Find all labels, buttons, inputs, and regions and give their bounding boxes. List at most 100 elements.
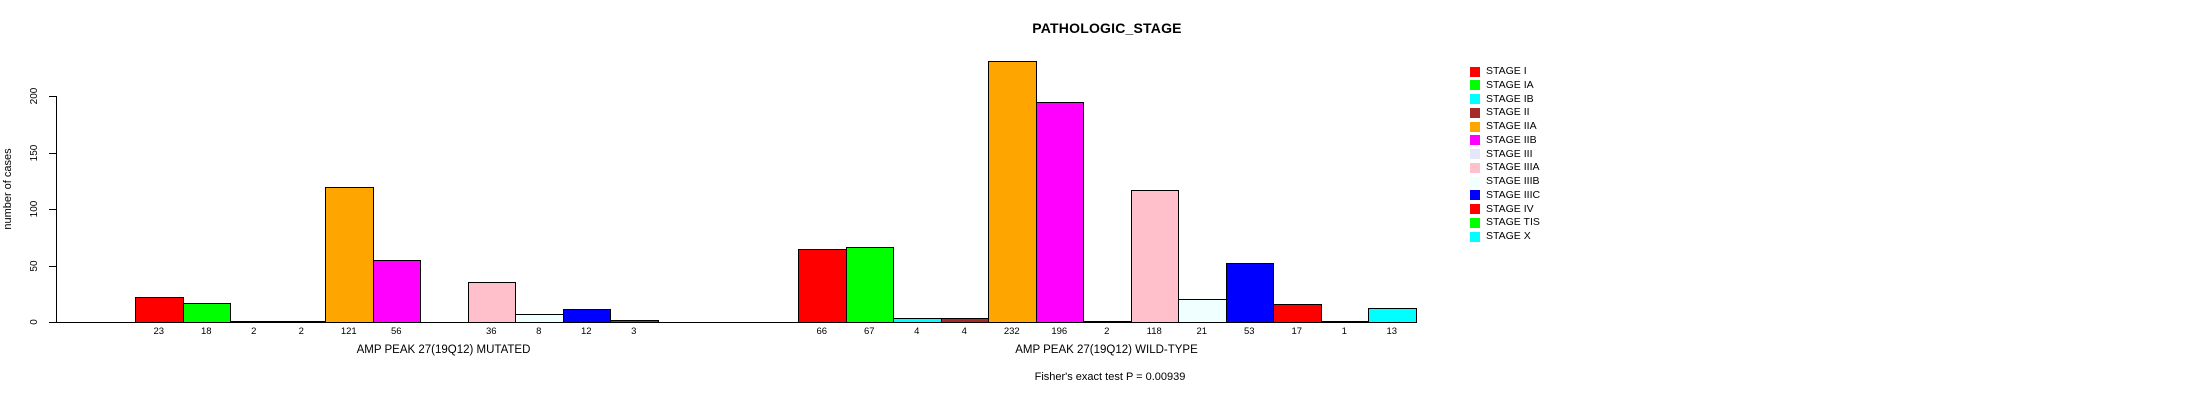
bar-stage-iib (372, 259, 421, 323)
y-tick (49, 265, 56, 267)
bar-value-label: 56 (390, 325, 402, 337)
legend-label: STAGE IB (1486, 92, 1534, 105)
bar-stage-ii (940, 318, 989, 323)
bar-stage-ib (893, 318, 942, 323)
legend-label: STAGE III (1486, 147, 1533, 160)
bar-stage-iiia (467, 282, 516, 323)
legend-item: STAGE IV (1470, 202, 1580, 215)
bar-value-label: 21 (1196, 325, 1208, 337)
bar-stage-tis (1320, 321, 1369, 323)
bar-stage-iiib (1178, 299, 1227, 323)
y-tick-label: 50 (29, 260, 40, 272)
bar-stage-ia (182, 302, 231, 323)
bar-value-label: 121 (340, 325, 357, 337)
bar-value-label: 1 (1341, 325, 1347, 337)
y-tick-label: 100 (29, 200, 40, 218)
bar-stage-iiic (1225, 263, 1274, 323)
legend-label: STAGE I (1486, 65, 1527, 77)
legend-item: STAGE TIS (1470, 217, 1580, 228)
bar-stage-iiic (562, 309, 611, 323)
bar-stage-ib (230, 320, 279, 323)
y-tick (49, 209, 56, 211)
legend-swatch (1470, 204, 1480, 214)
y-tick-label: 200 (29, 88, 40, 105)
bar-stage-iib (1035, 101, 1084, 323)
legend-label: STAGE IIIA (1486, 161, 1540, 174)
legend-item: STAGE IIIA (1470, 162, 1580, 173)
bar-value-label: 2 (298, 325, 304, 337)
bar-stage-iia (325, 186, 374, 323)
bar-stage-ia (845, 247, 894, 323)
bar-value-label: 53 (1243, 325, 1255, 337)
legend-swatch (1470, 121, 1480, 132)
legend-label: STAGE II (1486, 106, 1530, 119)
bar-value-label: 12 (580, 325, 592, 337)
bar-stage-iia (988, 61, 1037, 323)
legend-label: STAGE IIIC (1486, 188, 1541, 201)
y-tick-label: 0 (29, 319, 40, 325)
bar-value-label: 2 (1104, 325, 1110, 337)
legend-item: STAGE I (1470, 66, 1580, 77)
bar-value-label: 3 (631, 325, 637, 337)
x-axis-title-wild-type: AMP PEAK 27(19Q12) WILD-TYPE (1015, 344, 1198, 356)
legend-label: STAGE X (1486, 230, 1531, 242)
bar-stage-iiib (515, 313, 564, 323)
legend-label: STAGE IIA (1486, 120, 1537, 132)
y-tick (49, 96, 56, 98)
y-tick (49, 152, 56, 154)
legend-swatch (1470, 94, 1480, 104)
bar-value-label: 196 (1051, 325, 1068, 337)
legend-label: STAGE IV (1486, 202, 1534, 215)
bar-value-label: 23 (153, 325, 165, 337)
chart-title: PATHOLOGIC_STAGE (1032, 20, 1182, 36)
legend-item: STAGE IIA (1470, 121, 1580, 132)
y-tick-label: 150 (29, 144, 40, 162)
legend-item: STAGE IIB (1470, 133, 1580, 146)
bar-stage-ii (277, 320, 326, 323)
legend-item: STAGE X (1470, 231, 1580, 242)
legend-item: STAGE II (1470, 107, 1580, 118)
x-axis-title-mutated: AMP PEAK 27(19Q12) MUTATED (356, 344, 531, 356)
y-tick (49, 322, 56, 323)
legend-swatch (1470, 231, 1480, 242)
legend-item: STAGE IIIB (1470, 176, 1580, 187)
bar-stage-iv (610, 319, 659, 323)
bar-stage-i (798, 248, 847, 323)
bar-value-label: 4 (961, 325, 967, 337)
y-axis-line (56, 96, 57, 323)
bar-stage-iv (1273, 303, 1322, 323)
legend-swatch (1470, 80, 1480, 91)
bar-value-label: 67 (863, 325, 875, 337)
legend-item: STAGE IB (1470, 92, 1580, 105)
bar-stage-i (135, 297, 184, 323)
bar-value-label: 118 (1146, 325, 1162, 337)
legend-label: STAGE TIS (1486, 216, 1540, 229)
bar-value-label: 13 (1386, 325, 1398, 337)
legend-label: STAGE IA (1486, 78, 1534, 91)
legend-item: STAGE IA (1470, 78, 1580, 91)
legend-label: STAGE IIIB (1486, 175, 1540, 187)
bar-value-label: 8 (536, 325, 542, 337)
bar-value-label: 4 (914, 325, 920, 337)
legend-swatch (1470, 107, 1480, 118)
legend-swatch (1470, 66, 1480, 77)
legend-swatch (1470, 176, 1480, 187)
bar-value-label: 66 (816, 325, 828, 337)
legend-swatch (1470, 162, 1480, 173)
legend-item: STAGE III (1470, 147, 1580, 160)
bar-value-label: 18 (200, 325, 212, 337)
bar-value-label: 36 (485, 325, 497, 337)
bar-stage-iiia (1130, 189, 1179, 323)
legend-swatch (1470, 190, 1480, 201)
legend-swatch (1470, 217, 1480, 228)
legend-item: STAGE IIIC (1470, 188, 1580, 201)
bar-value-label: 17 (1291, 325, 1303, 337)
legend-swatch (1470, 135, 1480, 146)
legend-swatch (1470, 149, 1480, 159)
bar-value-label: 2 (251, 325, 257, 337)
fisher-test-annotation: Fisher's exact test P = 0.00939 (1034, 371, 1186, 383)
legend-label: STAGE IIB (1486, 133, 1537, 146)
bar-value-label: 232 (1003, 325, 1020, 337)
